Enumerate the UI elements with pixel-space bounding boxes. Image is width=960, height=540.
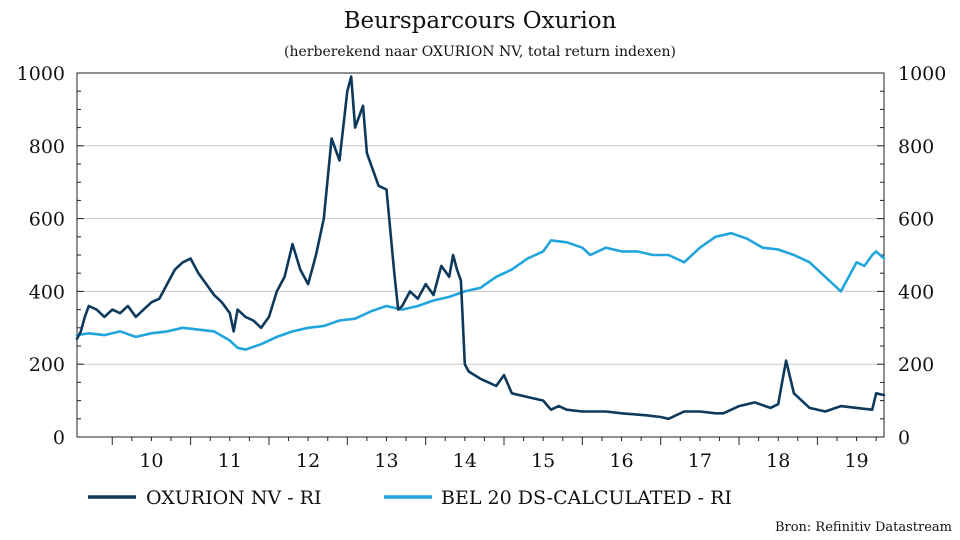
x-tick-label: 15 bbox=[531, 450, 555, 472]
series-lines bbox=[75, 75, 886, 421]
legend-label: OXURION NV - RI bbox=[146, 487, 322, 509]
x-axis: 10 11 12 13 14 15 16 17 18 19 bbox=[111, 437, 877, 472]
series-line-bel20 bbox=[75, 231, 886, 351]
y-tick-label-left: 800 bbox=[29, 136, 65, 158]
y-tick-label-right: 1000 bbox=[898, 63, 946, 85]
y-tick-label-left: 400 bbox=[29, 281, 65, 303]
legend: OXURION NV - RI BEL 20 DS-CALCULATED - RI bbox=[88, 487, 732, 509]
legend-item-oxurion: OXURION NV - RI bbox=[88, 487, 322, 509]
x-tick-label: 12 bbox=[296, 450, 320, 472]
gridlines bbox=[77, 72, 884, 365]
y-tick-label-right: 600 bbox=[898, 209, 934, 231]
y-tick-label-right: 0 bbox=[898, 427, 910, 449]
x-tick-label: 13 bbox=[374, 450, 398, 472]
x-tick-label: 10 bbox=[139, 450, 163, 472]
right-axis: 0 200 400 600 800 1000 bbox=[877, 63, 946, 449]
x-tick-label: 16 bbox=[609, 450, 633, 472]
left-axis: 0 200 400 600 800 1000 bbox=[17, 63, 84, 449]
y-tick-label-left: 600 bbox=[29, 209, 65, 231]
x-tick-label: 18 bbox=[766, 450, 790, 472]
y-tick-label-left: 200 bbox=[29, 354, 65, 376]
legend-label: BEL 20 DS-CALCULATED - RI bbox=[441, 487, 732, 509]
chart-subtitle: (herberekend naar OXURION NV, total retu… bbox=[284, 44, 676, 60]
y-tick-label-left: 0 bbox=[53, 427, 65, 449]
chart-title: Beursparcours Oxurion bbox=[344, 8, 617, 34]
source-note: Bron: Refinitiv Datastream bbox=[775, 520, 952, 535]
x-tick-label: 11 bbox=[218, 450, 242, 472]
x-tick-label: 17 bbox=[688, 450, 712, 472]
series-line-oxurion bbox=[75, 75, 886, 421]
y-tick-label-right: 800 bbox=[898, 136, 934, 158]
plot-frame bbox=[76, 72, 885, 438]
y-tick-label-right: 200 bbox=[898, 354, 934, 376]
y-tick-label-right: 400 bbox=[898, 281, 934, 303]
y-tick-label-left: 1000 bbox=[17, 63, 65, 85]
x-tick-label: 19 bbox=[844, 450, 868, 472]
x-tick-label: 14 bbox=[453, 450, 477, 472]
legend-item-bel20: BEL 20 DS-CALCULATED - RI bbox=[384, 487, 732, 509]
